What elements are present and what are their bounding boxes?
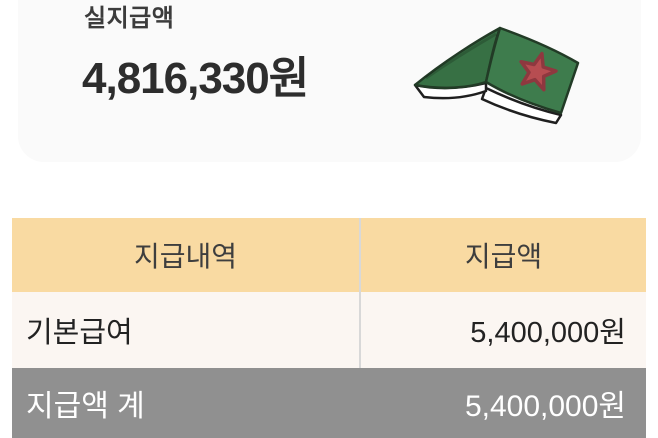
net-pay-card: 실지급액 4,816,330원 (18, 0, 641, 162)
table-header-detail: 지급내역 (133, 241, 238, 272)
net-pay-amount: 4,816,330원 (82, 54, 309, 103)
payment-table: 지급내역 지급액 기본급여 5,400,000원 지급액 계 5,400,000… (12, 218, 646, 438)
row-value-basic-salary: 5,400,000원 (359, 292, 646, 368)
total-label: 지급액 계 (26, 390, 145, 423)
net-pay-label: 실지급액 (84, 5, 175, 32)
table-header-row: 지급내역 지급액 (12, 218, 646, 292)
table-total-row: 지급액 계 5,400,000원 (12, 368, 646, 438)
table-row: 기본급여 5,400,000원 (12, 292, 646, 368)
book-with-star-icon (413, 26, 580, 125)
table-header-amount: 지급액 (359, 218, 646, 292)
total-value: 5,400,000원 (464, 390, 626, 423)
row-label-basic-salary: 기본급여 (26, 317, 133, 349)
